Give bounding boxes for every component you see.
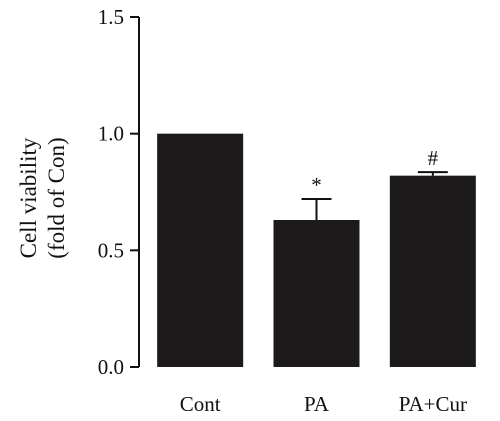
y-tick-label: 1.5 [98,5,124,29]
bar [157,133,244,367]
x-axis: Cont PA PA+Cur [180,392,467,416]
y-axis: 0.0 0.5 1.0 1.5 [98,5,140,379]
x-tick-label: Cont [180,392,221,416]
y-tick-label: 1.0 [98,122,124,146]
x-tick-label: PA [304,392,330,416]
y-axis-title-line-1: Cell viability [16,137,41,258]
x-tick-label: PA+Cur [399,392,467,416]
y-tick-label: 0.5 [98,238,124,262]
significance-label: * [311,173,322,197]
y-axis-title: Cell viability (fold of Con) [16,137,69,259]
bar [389,175,476,367]
bar [273,220,360,367]
y-tick-label: 0.0 [98,355,124,379]
bars-group: *# [157,133,476,367]
significance-label: # [428,146,439,170]
y-axis-title-line-2: (fold of Con) [44,137,69,258]
